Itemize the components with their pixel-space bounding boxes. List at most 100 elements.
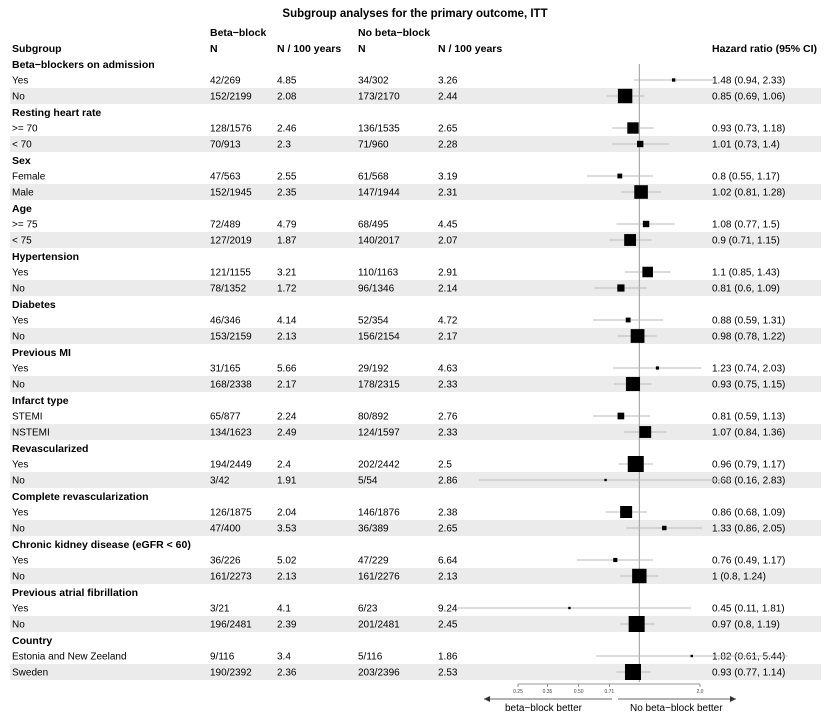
no-beta-block-rate: 2.91 xyxy=(438,268,458,279)
beta-block-rate: 2.36 xyxy=(277,668,297,679)
subgroup-heading: Sex xyxy=(12,155,31,167)
row-stripe xyxy=(10,184,821,200)
no-beta-block-rate: 2.45 xyxy=(438,620,458,631)
row-stripe xyxy=(10,616,821,632)
subgroup-heading: Country xyxy=(12,635,52,647)
beta-block-events: 126/1875 xyxy=(210,508,252,519)
point-estimate xyxy=(642,220,650,228)
no-beta-block-rate: 2.31 xyxy=(438,188,458,199)
no-beta-block-events: 178/2315 xyxy=(358,380,400,391)
no-beta-block-events: 6/23 xyxy=(358,604,378,615)
header-bb-rate: N / 100 years xyxy=(277,43,341,55)
no-beta-block-events: 161/2276 xyxy=(358,572,400,583)
row-label: Yes xyxy=(12,316,28,327)
beta-block-rate: 2.39 xyxy=(277,620,297,631)
beta-block-rate: 4.85 xyxy=(277,76,297,87)
row-label: < 70 xyxy=(12,140,32,151)
point-estimate xyxy=(627,122,639,134)
point-estimate xyxy=(690,654,693,658)
no-beta-block-events: 47/229 xyxy=(358,556,389,567)
hazard-ratio-text: 0.97 (0.8, 1.19) xyxy=(712,620,780,631)
row-label: No xyxy=(12,572,25,583)
x-tick-label: 0.71 xyxy=(604,689,614,695)
x-tick-label: 0.35 xyxy=(543,689,553,695)
row-label: Yes xyxy=(12,268,28,279)
header-bb-n: N xyxy=(210,43,218,55)
row-label: STEMI xyxy=(12,412,43,423)
row-stripe xyxy=(10,232,821,248)
beta-block-events: 127/2019 xyxy=(210,236,252,247)
header-no-beta-block: No beta−block xyxy=(358,27,430,39)
hazard-ratio-text: 0.86 (0.68, 1.09) xyxy=(712,508,785,519)
beta-block-events: 42/269 xyxy=(210,76,241,87)
hazard-ratio-text: 0.76 (0.49, 1.17) xyxy=(712,556,785,567)
beta-block-events: 47/400 xyxy=(210,524,241,535)
footer-right-label: No beta−block better xyxy=(630,703,723,714)
header-nbb-n: N xyxy=(358,43,366,55)
row-stripe xyxy=(10,328,821,344)
no-beta-block-events: 68/495 xyxy=(358,220,389,231)
subgroup-heading: Age xyxy=(12,203,32,215)
hazard-ratio-text: 1.82 (0.61, 5.44) xyxy=(712,652,785,663)
row-stripe xyxy=(10,568,821,584)
row-stripe xyxy=(10,88,821,104)
row-label: >= 75 xyxy=(12,220,38,231)
point-estimate xyxy=(617,284,625,292)
direction-footer: beta−block better No beta−block better xyxy=(484,696,736,714)
point-estimate xyxy=(662,525,667,531)
no-beta-block-rate: 2.17 xyxy=(438,332,458,343)
subgroup-heading: Revascularized xyxy=(12,443,88,455)
hazard-ratio-text: 1 (0.8, 1.24) xyxy=(712,572,766,583)
hazard-ratio-text: 0.96 (0.79, 1.17) xyxy=(712,460,785,471)
row-label: No xyxy=(12,332,25,343)
beta-block-events: 36/226 xyxy=(210,556,241,567)
no-beta-block-events: 124/1597 xyxy=(358,428,400,439)
point-estimate xyxy=(617,412,625,420)
no-beta-block-rate: 3.26 xyxy=(438,76,458,87)
right-arrowhead xyxy=(730,696,736,702)
no-beta-block-rate: 2.07 xyxy=(438,236,458,247)
beta-block-rate: 5.66 xyxy=(277,364,297,375)
hazard-ratio-text: 1.1 (0.85, 1.43) xyxy=(712,268,780,279)
point-estimate xyxy=(617,88,633,104)
no-beta-block-events: 34/302 xyxy=(358,76,389,87)
hazard-ratio-text: 0.45 (0.11, 1.81) xyxy=(712,604,785,615)
no-beta-block-events: 140/2017 xyxy=(358,236,400,247)
beta-block-rate: 2.35 xyxy=(277,188,297,199)
beta-block-events: 128/1576 xyxy=(210,124,252,135)
beta-block-rate: 3.4 xyxy=(277,652,291,663)
beta-block-rate: 1.72 xyxy=(277,284,297,295)
no-beta-block-events: 173/2170 xyxy=(358,92,400,103)
no-beta-block-rate: 2.33 xyxy=(438,380,458,391)
no-beta-block-events: 202/2442 xyxy=(358,460,400,471)
point-estimate xyxy=(628,616,645,632)
beta-block-events: 168/2338 xyxy=(210,380,252,391)
x-tick-label: 0.25 xyxy=(513,689,523,695)
subgroup-heading: Previous atrial fibrillation xyxy=(12,587,138,599)
row-stripe xyxy=(10,280,821,296)
beta-block-events: 3/21 xyxy=(210,604,230,615)
point-estimate xyxy=(639,426,652,438)
beta-block-rate: 2.13 xyxy=(277,332,297,343)
no-beta-block-rate: 2.14 xyxy=(438,284,458,295)
row-label: Sweden xyxy=(12,668,48,679)
no-beta-block-rate: 2.65 xyxy=(438,124,458,135)
beta-block-events: 47/563 xyxy=(210,172,241,183)
beta-block-rate: 3.21 xyxy=(277,268,297,279)
row-label: No xyxy=(12,620,25,631)
chart-title: Subgroup analyses for the primary outcom… xyxy=(282,8,547,20)
row-label: Yes xyxy=(12,508,28,519)
subgroup-heading: Resting heart rate xyxy=(12,107,101,119)
beta-block-rate: 4.1 xyxy=(277,604,291,615)
point-estimate xyxy=(655,366,660,370)
no-beta-block-rate: 6.64 xyxy=(438,556,458,567)
header-subgroup: Subgroup xyxy=(12,43,62,55)
beta-block-events: 121/1155 xyxy=(210,268,251,279)
hazard-ratio-text: 0.98 (0.78, 1.22) xyxy=(712,332,785,343)
x-tick-label: 2.0 xyxy=(697,689,704,695)
point-estimate xyxy=(637,140,644,148)
header-hazard-ratio: Hazard ratio (95% CI) xyxy=(712,43,817,55)
point-estimate xyxy=(634,185,648,199)
forest-rows: Beta−blockers on admission Yes 42/269 4.85 3… xyxy=(12,59,788,680)
